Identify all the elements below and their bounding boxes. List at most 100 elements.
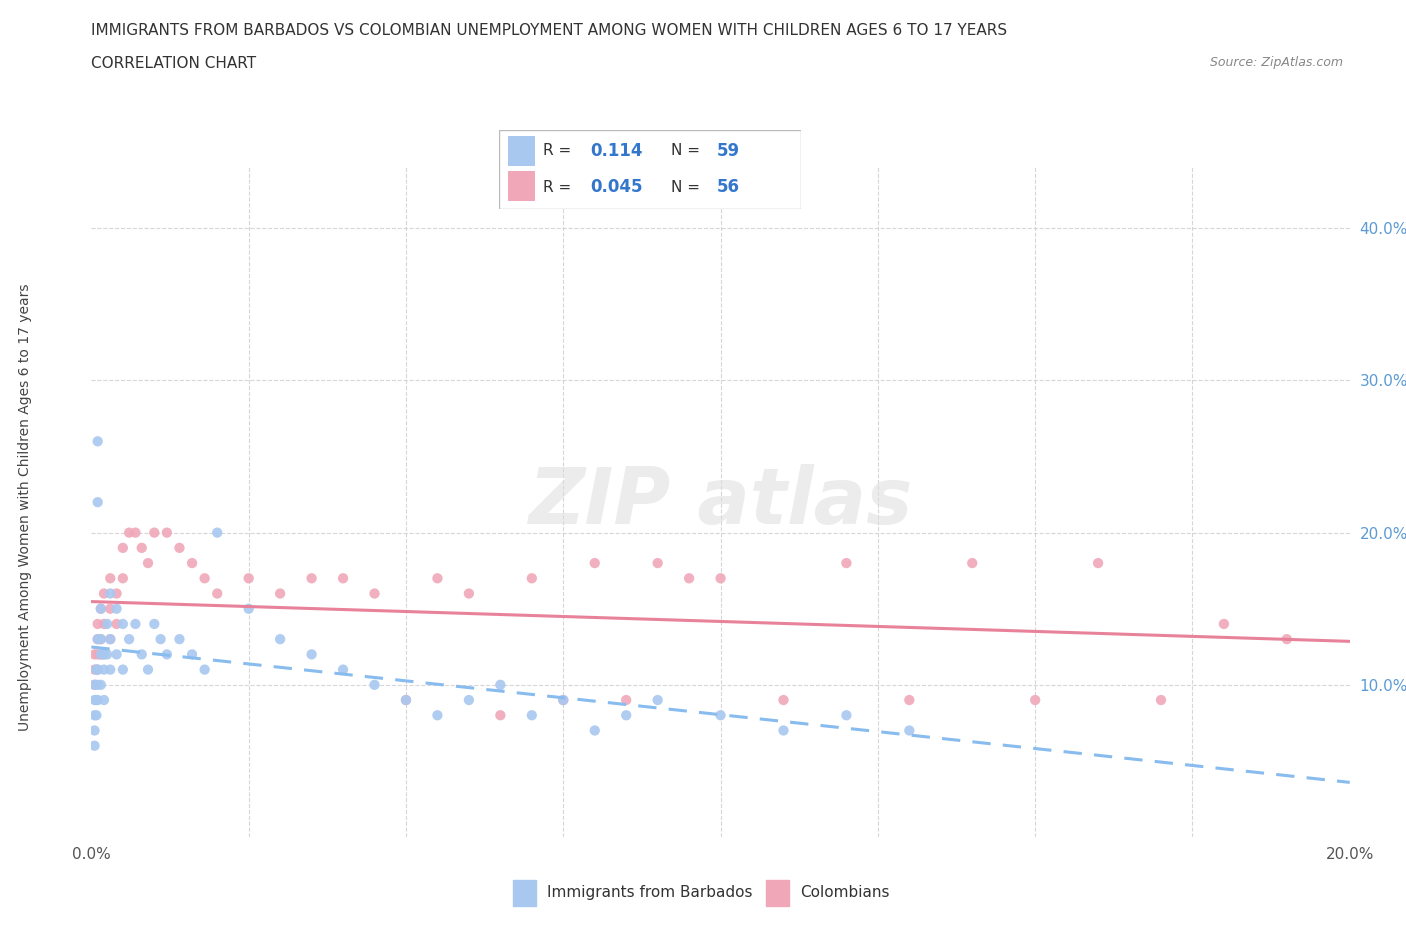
Point (395, 693, 418, 708)
Point (553, 693, 575, 708)
Point (169, 631, 191, 646)
Point (86, 617, 108, 631)
Point (105, 617, 128, 631)
Point (93, 647, 115, 662)
Text: CORRELATION CHART: CORRELATION CHART (91, 56, 256, 71)
Point (194, 662, 217, 677)
Point (583, 723, 606, 737)
Point (709, 708, 731, 723)
Point (709, 571, 731, 586)
Point (105, 602, 128, 617)
Point (143, 617, 166, 631)
Point (169, 540, 191, 555)
Point (426, 708, 449, 723)
Text: IMMIGRANTS FROM BARBADOS VS COLOMBIAN UNEMPLOYMENT AMONG WOMEN WITH CHILDREN AGE: IMMIGRANTS FROM BARBADOS VS COLOMBIAN UN… (91, 23, 1008, 38)
Text: Immigrants from Barbados: Immigrants from Barbados (547, 885, 752, 900)
Point (83, 662, 105, 677)
Point (83, 738, 105, 753)
Point (301, 647, 323, 662)
Point (93, 586, 115, 601)
Point (269, 631, 291, 646)
Text: 56: 56 (717, 179, 740, 196)
Point (457, 586, 479, 601)
Point (647, 555, 669, 570)
Point (1087, 555, 1109, 570)
Point (93, 647, 115, 662)
Point (86, 708, 108, 723)
Point (962, 555, 984, 570)
Point (98, 631, 121, 646)
Point (86, 631, 108, 646)
Point (1212, 617, 1236, 631)
Point (395, 693, 418, 708)
Point (489, 708, 512, 723)
Text: 0.045: 0.045 (591, 179, 643, 196)
Point (98, 662, 121, 677)
Text: R =: R = (543, 143, 576, 158)
Point (332, 571, 354, 586)
Point (93, 617, 115, 631)
Point (124, 617, 146, 631)
Point (136, 662, 159, 677)
Point (269, 586, 291, 601)
Bar (508, 171, 536, 202)
Text: ZIP atlas: ZIP atlas (529, 464, 912, 540)
Point (143, 525, 166, 540)
Point (156, 525, 179, 540)
Point (118, 525, 141, 540)
Text: Unemployment Among Women with Children Ages 6 to 17 years: Unemployment Among Women with Children A… (18, 283, 32, 731)
Point (83, 677, 105, 692)
Point (98, 631, 121, 646)
Point (898, 723, 921, 737)
Point (105, 647, 128, 662)
Point (111, 540, 134, 555)
Point (111, 571, 134, 586)
Point (111, 617, 134, 631)
Point (457, 693, 479, 708)
Point (93, 693, 115, 708)
Point (136, 555, 159, 570)
Point (772, 723, 794, 737)
Point (86, 631, 108, 646)
Point (553, 693, 575, 708)
Point (898, 693, 921, 708)
Point (118, 631, 141, 646)
Bar (508, 136, 536, 166)
Point (90, 677, 112, 692)
Point (111, 662, 134, 677)
Point (90, 631, 112, 646)
Point (98, 586, 121, 601)
Point (96, 617, 118, 631)
Point (181, 647, 204, 662)
Point (1024, 693, 1046, 708)
Point (520, 708, 543, 723)
Point (363, 677, 385, 692)
Point (86, 662, 108, 677)
Point (181, 555, 204, 570)
Point (83, 647, 105, 662)
Point (90, 647, 112, 662)
Point (86, 693, 108, 708)
Point (90, 602, 112, 617)
Point (156, 647, 179, 662)
Point (678, 571, 700, 586)
Point (149, 631, 172, 646)
Point (105, 586, 128, 601)
Point (301, 571, 323, 586)
Point (83, 723, 105, 737)
Point (131, 540, 153, 555)
Point (647, 693, 669, 708)
Point (205, 525, 228, 540)
Point (583, 555, 606, 570)
Point (86, 662, 108, 677)
Point (124, 525, 146, 540)
Point (363, 586, 385, 601)
Text: N =: N = (672, 143, 706, 158)
Point (90, 631, 112, 646)
Point (83, 677, 105, 692)
Text: 0.114: 0.114 (591, 141, 643, 160)
Text: Source: ZipAtlas.com: Source: ZipAtlas.com (1209, 56, 1343, 69)
Point (520, 571, 543, 586)
Point (86, 434, 108, 449)
Point (332, 662, 354, 677)
